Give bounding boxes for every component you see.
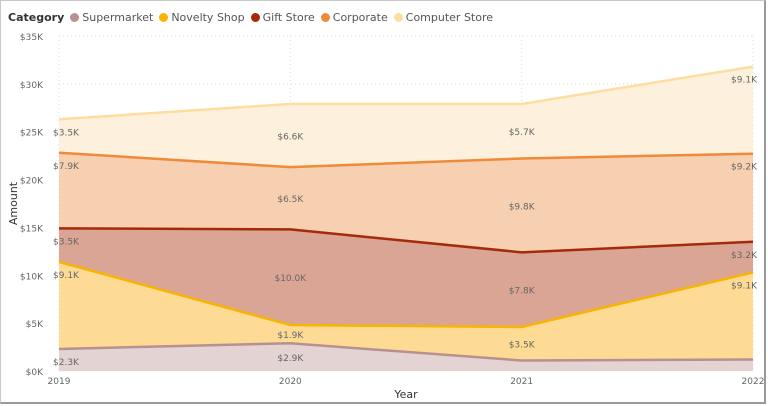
x-axis-title: Year xyxy=(393,388,418,401)
data-label: $3.5K xyxy=(53,128,80,138)
legend-item[interactable]: Computer Store xyxy=(393,11,494,24)
area-novelty-shop xyxy=(59,261,753,361)
legend-label: Computer Store xyxy=(405,11,494,24)
legend-label: Novelty Shop xyxy=(171,11,245,24)
area-gift-store xyxy=(59,228,753,327)
legend-item[interactable]: Gift Store xyxy=(250,11,315,24)
y-axis-title: Amount xyxy=(7,181,20,225)
data-label: $9.1K xyxy=(53,271,80,281)
line-computer-store xyxy=(58,65,754,121)
line-supermarket xyxy=(58,341,754,362)
legend-marker-icon xyxy=(70,13,80,22)
legend-item[interactable]: Corporate xyxy=(320,11,388,24)
legend-marker-icon xyxy=(320,13,330,22)
data-label: $6.6K xyxy=(277,133,304,143)
legend-marker-icon xyxy=(159,13,169,22)
data-label: $3.5K xyxy=(509,341,536,351)
line-corporate xyxy=(58,151,754,169)
data-label: $1.9K xyxy=(277,331,304,341)
data-label: $6.5K xyxy=(277,195,304,205)
y-tick-label: $15K xyxy=(20,224,44,234)
legend-item[interactable]: Supermarket xyxy=(70,11,153,24)
data-label: $3.5K xyxy=(53,237,80,247)
area-corporate xyxy=(59,152,753,253)
legend-label: Supermarket xyxy=(82,11,154,24)
data-label: $7.9K xyxy=(53,162,80,172)
line-novelty-shop xyxy=(58,260,754,329)
x-tick-label: 2022 xyxy=(742,377,765,387)
area-computer-store xyxy=(59,66,753,168)
data-label: $10.0K xyxy=(274,274,307,284)
y-tick-label: $25K xyxy=(20,129,44,139)
x-tick-label: 2019 xyxy=(48,377,71,387)
area-supermarket xyxy=(59,343,753,371)
data-label: $2.3K xyxy=(53,358,80,368)
legend-label: Corporate xyxy=(332,11,388,24)
data-label: $5.7K xyxy=(509,128,536,138)
data-label: $7.8K xyxy=(509,287,536,297)
y-tick-label: $35K xyxy=(20,33,44,43)
y-tick-label: $30K xyxy=(20,81,44,91)
y-tick-label: $0K xyxy=(26,368,44,378)
x-tick-label: 2021 xyxy=(510,377,533,387)
line-gift-store xyxy=(58,227,754,254)
legend-item[interactable]: Novelty Shop xyxy=(159,11,245,24)
x-tick-label: 2020 xyxy=(279,377,302,387)
data-label: $3.2K xyxy=(731,251,758,261)
y-tick-label: $10K xyxy=(20,272,44,282)
legend-marker-icon xyxy=(393,13,403,22)
legend-label: Gift Store xyxy=(262,11,315,24)
data-label: $2.9K xyxy=(277,354,304,364)
data-label: $9.1K xyxy=(731,281,758,291)
legend: Category Supermarket Novelty Shop Gift Sto… xyxy=(8,11,499,24)
y-tick-label: $5K xyxy=(26,320,44,330)
legend-marker-icon xyxy=(250,13,260,22)
legend-title: Category xyxy=(8,11,65,24)
y-tick-label: $20K xyxy=(20,177,44,187)
data-label: $9.8K xyxy=(509,202,536,212)
data-label: $9.2K xyxy=(731,163,758,173)
data-label: $9.1K xyxy=(731,76,758,86)
